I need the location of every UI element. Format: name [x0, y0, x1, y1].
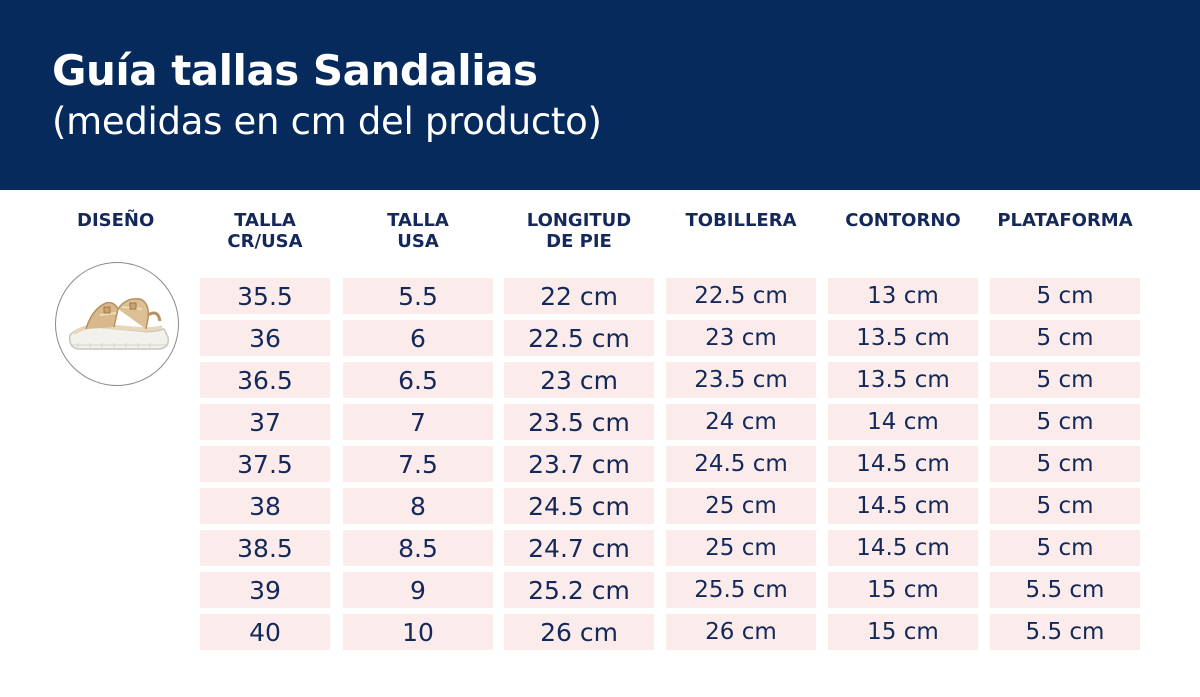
- cell-talla-usa: 9: [343, 572, 493, 608]
- cell-longitud: 24.7 cm: [504, 530, 654, 566]
- sandal-image: [55, 262, 179, 386]
- cell-longitud: 23.5 cm: [504, 404, 654, 440]
- cell-talla-cr-usa: 39: [200, 572, 330, 608]
- cell-plataforma: 5 cm: [990, 320, 1140, 356]
- cell-plataforma: 5 cm: [990, 488, 1140, 524]
- header-banner: Guía tallas Sandalias (medidas en cm del…: [0, 0, 1200, 190]
- cell-tobillera: 25.5 cm: [666, 572, 816, 608]
- column-header-line: DE PIE: [546, 231, 612, 252]
- page-title: Guía tallas Sandalias: [52, 46, 538, 95]
- column-header-line: TOBILLERA: [685, 210, 797, 231]
- cell-talla-cr-usa: 36.5: [200, 362, 330, 398]
- column-header-line: TALLA: [234, 210, 296, 231]
- cell-talla-usa: 7: [343, 404, 493, 440]
- cell-tobillera: 25 cm: [666, 488, 816, 524]
- cell-contorno: 15 cm: [828, 614, 978, 650]
- column-header-design: DISEÑO: [77, 210, 177, 231]
- cell-talla-usa: 5.5: [343, 278, 493, 314]
- column-header-line: CONTORNO: [845, 210, 961, 231]
- cell-talla-cr-usa: 40: [200, 614, 330, 650]
- column-header-line: USA: [397, 231, 439, 252]
- column-header-line: TALLA: [387, 210, 449, 231]
- table-row: 40 10 26 cm 26 cm 15 cm 5.5 cm: [0, 614, 1200, 650]
- column-header-line: PLATAFORMA: [997, 210, 1133, 231]
- cell-tobillera: 26 cm: [666, 614, 816, 650]
- cell-contorno: 13 cm: [828, 278, 978, 314]
- cell-tobillera: 23.5 cm: [666, 362, 816, 398]
- cell-talla-usa: 6: [343, 320, 493, 356]
- cell-talla-cr-usa: 37: [200, 404, 330, 440]
- cell-tobillera: 25 cm: [666, 530, 816, 566]
- cell-plataforma: 5 cm: [990, 278, 1140, 314]
- cell-longitud: 23 cm: [504, 362, 654, 398]
- cell-plataforma: 5 cm: [990, 404, 1140, 440]
- cell-talla-usa: 7.5: [343, 446, 493, 482]
- cell-talla-usa: 10: [343, 614, 493, 650]
- column-header-talla-usa: TALLA USA: [343, 210, 493, 252]
- cell-contorno: 14.5 cm: [828, 446, 978, 482]
- cell-plataforma: 5.5 cm: [990, 614, 1140, 650]
- cell-longitud: 26 cm: [504, 614, 654, 650]
- cell-longitud: 22 cm: [504, 278, 654, 314]
- column-header-contorno: CONTORNO: [828, 210, 978, 231]
- cell-contorno: 13.5 cm: [828, 362, 978, 398]
- table-row: 36 6 22.5 cm 23 cm 13.5 cm 5 cm: [0, 320, 1200, 356]
- table-row: 37 7 23.5 cm 24 cm 14 cm 5 cm: [0, 404, 1200, 440]
- cell-talla-cr-usa: 36: [200, 320, 330, 356]
- cell-longitud: 22.5 cm: [504, 320, 654, 356]
- table-row: 38 8 24.5 cm 25 cm 14.5 cm 5 cm: [0, 488, 1200, 524]
- table-row: 37.5 7.5 23.7 cm 24.5 cm 14.5 cm 5 cm: [0, 446, 1200, 482]
- cell-talla-usa: 8.5: [343, 530, 493, 566]
- cell-longitud: 24.5 cm: [504, 488, 654, 524]
- cell-contorno: 14 cm: [828, 404, 978, 440]
- cell-plataforma: 5 cm: [990, 530, 1140, 566]
- page-subtitle: (medidas en cm del producto): [52, 100, 602, 143]
- cell-longitud: 23.7 cm: [504, 446, 654, 482]
- cell-talla-cr-usa: 38: [200, 488, 330, 524]
- cell-tobillera: 24.5 cm: [666, 446, 816, 482]
- cell-talla-cr-usa: 38.5: [200, 530, 330, 566]
- column-header-line: LONGITUD: [526, 210, 632, 231]
- table-row: 35.5 5.5 22 cm 22.5 cm 13 cm 5 cm: [0, 278, 1200, 314]
- column-header-plataforma: PLATAFORMA: [987, 210, 1143, 231]
- column-header-longitud: LONGITUD DE PIE: [504, 210, 654, 252]
- table-row: 36.5 6.5 23 cm 23.5 cm 13.5 cm 5 cm: [0, 362, 1200, 398]
- cell-talla-cr-usa: 35.5: [200, 278, 330, 314]
- cell-contorno: 15 cm: [828, 572, 978, 608]
- column-header-talla-cr-usa: TALLA CR/USA: [200, 210, 330, 252]
- cell-longitud: 25.2 cm: [504, 572, 654, 608]
- table-row: 38.5 8.5 24.7 cm 25 cm 14.5 cm 5 cm: [0, 530, 1200, 566]
- cell-plataforma: 5 cm: [990, 446, 1140, 482]
- cell-tobillera: 24 cm: [666, 404, 816, 440]
- sandal-icon: [68, 297, 170, 350]
- cell-tobillera: 23 cm: [666, 320, 816, 356]
- column-header-tobillera: TOBILLERA: [666, 210, 816, 231]
- cell-talla-usa: 6.5: [343, 362, 493, 398]
- cell-talla-cr-usa: 37.5: [200, 446, 330, 482]
- cell-contorno: 13.5 cm: [828, 320, 978, 356]
- cell-talla-usa: 8: [343, 488, 493, 524]
- table-row: 39 9 25.2 cm 25.5 cm 15 cm 5.5 cm: [0, 572, 1200, 608]
- cell-plataforma: 5 cm: [990, 362, 1140, 398]
- cell-plataforma: 5.5 cm: [990, 572, 1140, 608]
- column-header-line: CR/USA: [227, 231, 303, 252]
- column-header-design-label: DISEÑO: [77, 210, 155, 231]
- cell-contorno: 14.5 cm: [828, 488, 978, 524]
- cell-contorno: 14.5 cm: [828, 530, 978, 566]
- cell-tobillera: 22.5 cm: [666, 278, 816, 314]
